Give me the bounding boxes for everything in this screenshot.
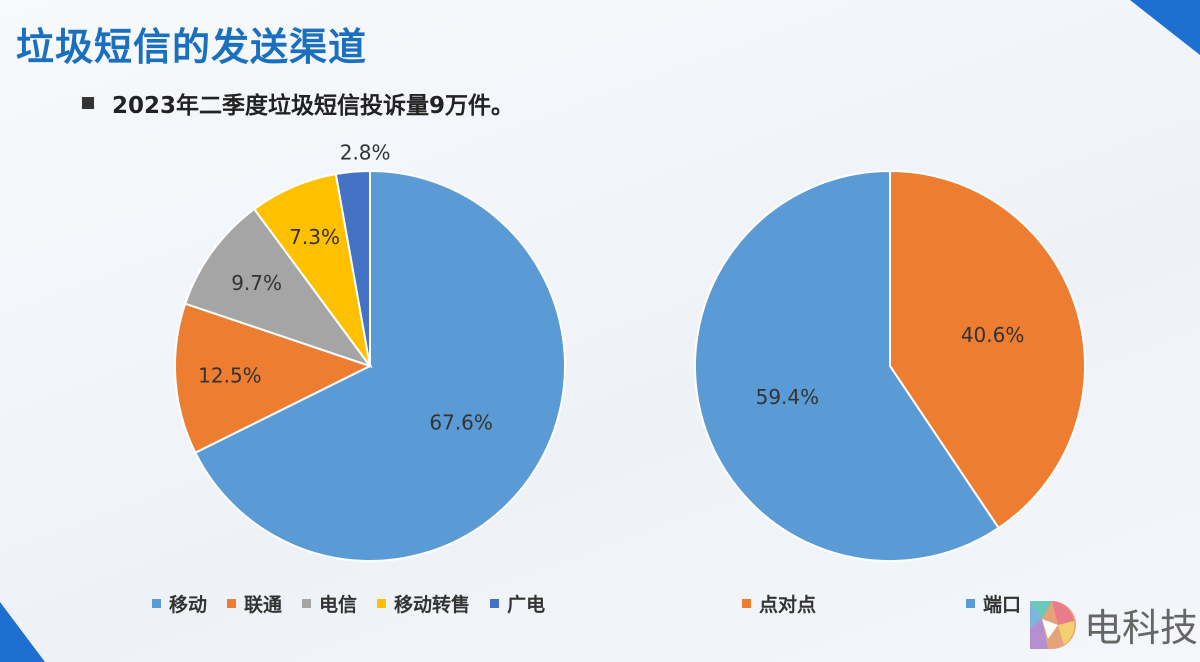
data-label: 12.5% [198, 363, 262, 387]
bullet-text: 2023年二季度垃圾短信投诉量9万件。 [112, 93, 515, 119]
decor-corner-bottom-left [0, 602, 45, 662]
pie-slice-广电 [334, 169, 371, 367]
legend-swatch [302, 599, 312, 608]
legend-label: 联通 [244, 594, 283, 616]
legend-swatch [742, 599, 751, 608]
legend-label: 移动转售 [394, 594, 471, 616]
legend-right: 点对点 端口 [742, 590, 1041, 617]
legend-item: 端口 [966, 590, 1021, 617]
page-title: 垃圾短信的发送渠道 [16, 25, 368, 69]
legend-left: 移动 联通 电信 移动转售 广电 [152, 590, 565, 617]
legend-item: 点对点 [742, 590, 816, 617]
logo: 电科技 [1028, 597, 1198, 652]
legend-label: 移动 [169, 594, 208, 616]
legend-swatch [227, 599, 237, 608]
bullet-square-icon [82, 97, 94, 109]
legend-swatch [377, 599, 387, 608]
logo-text: 电科技 [1084, 606, 1199, 650]
data-label: 2.8% [340, 140, 391, 164]
data-label: 40.6% [961, 323, 1025, 347]
data-label: 59.4% [756, 385, 820, 409]
data-label: 7.3% [289, 225, 340, 249]
legend-item: 移动 [152, 590, 207, 617]
legend-label: 电信 [319, 594, 358, 616]
pie-slice-联通 [174, 302, 373, 455]
legend-item: 联通 [227, 590, 282, 617]
legend-item: 移动转售 [377, 590, 470, 617]
pie-slice-电信 [183, 207, 373, 368]
legend-item: 广电 [490, 590, 545, 617]
data-label: 9.7% [231, 271, 282, 295]
legend-label: 端口 [983, 594, 1022, 616]
legend-swatch [966, 599, 976, 608]
legend-label: 广电 [507, 594, 546, 616]
legend-swatch [490, 599, 500, 608]
bullet-point: 2023年二季度垃圾短信投诉量9万件。 [82, 86, 514, 120]
legend-swatch [152, 599, 161, 608]
data-label: 67.6% [429, 411, 493, 435]
pie-slice-移动 [193, 169, 566, 562]
decor-corner-top-right [1130, 0, 1200, 55]
pie-slice-端口 [694, 169, 1000, 562]
pie-slice-点对点 [889, 169, 1086, 530]
logo-mark-icon [1030, 600, 1076, 649]
legend-label: 点对点 [759, 594, 817, 616]
legend-item: 电信 [302, 590, 357, 617]
